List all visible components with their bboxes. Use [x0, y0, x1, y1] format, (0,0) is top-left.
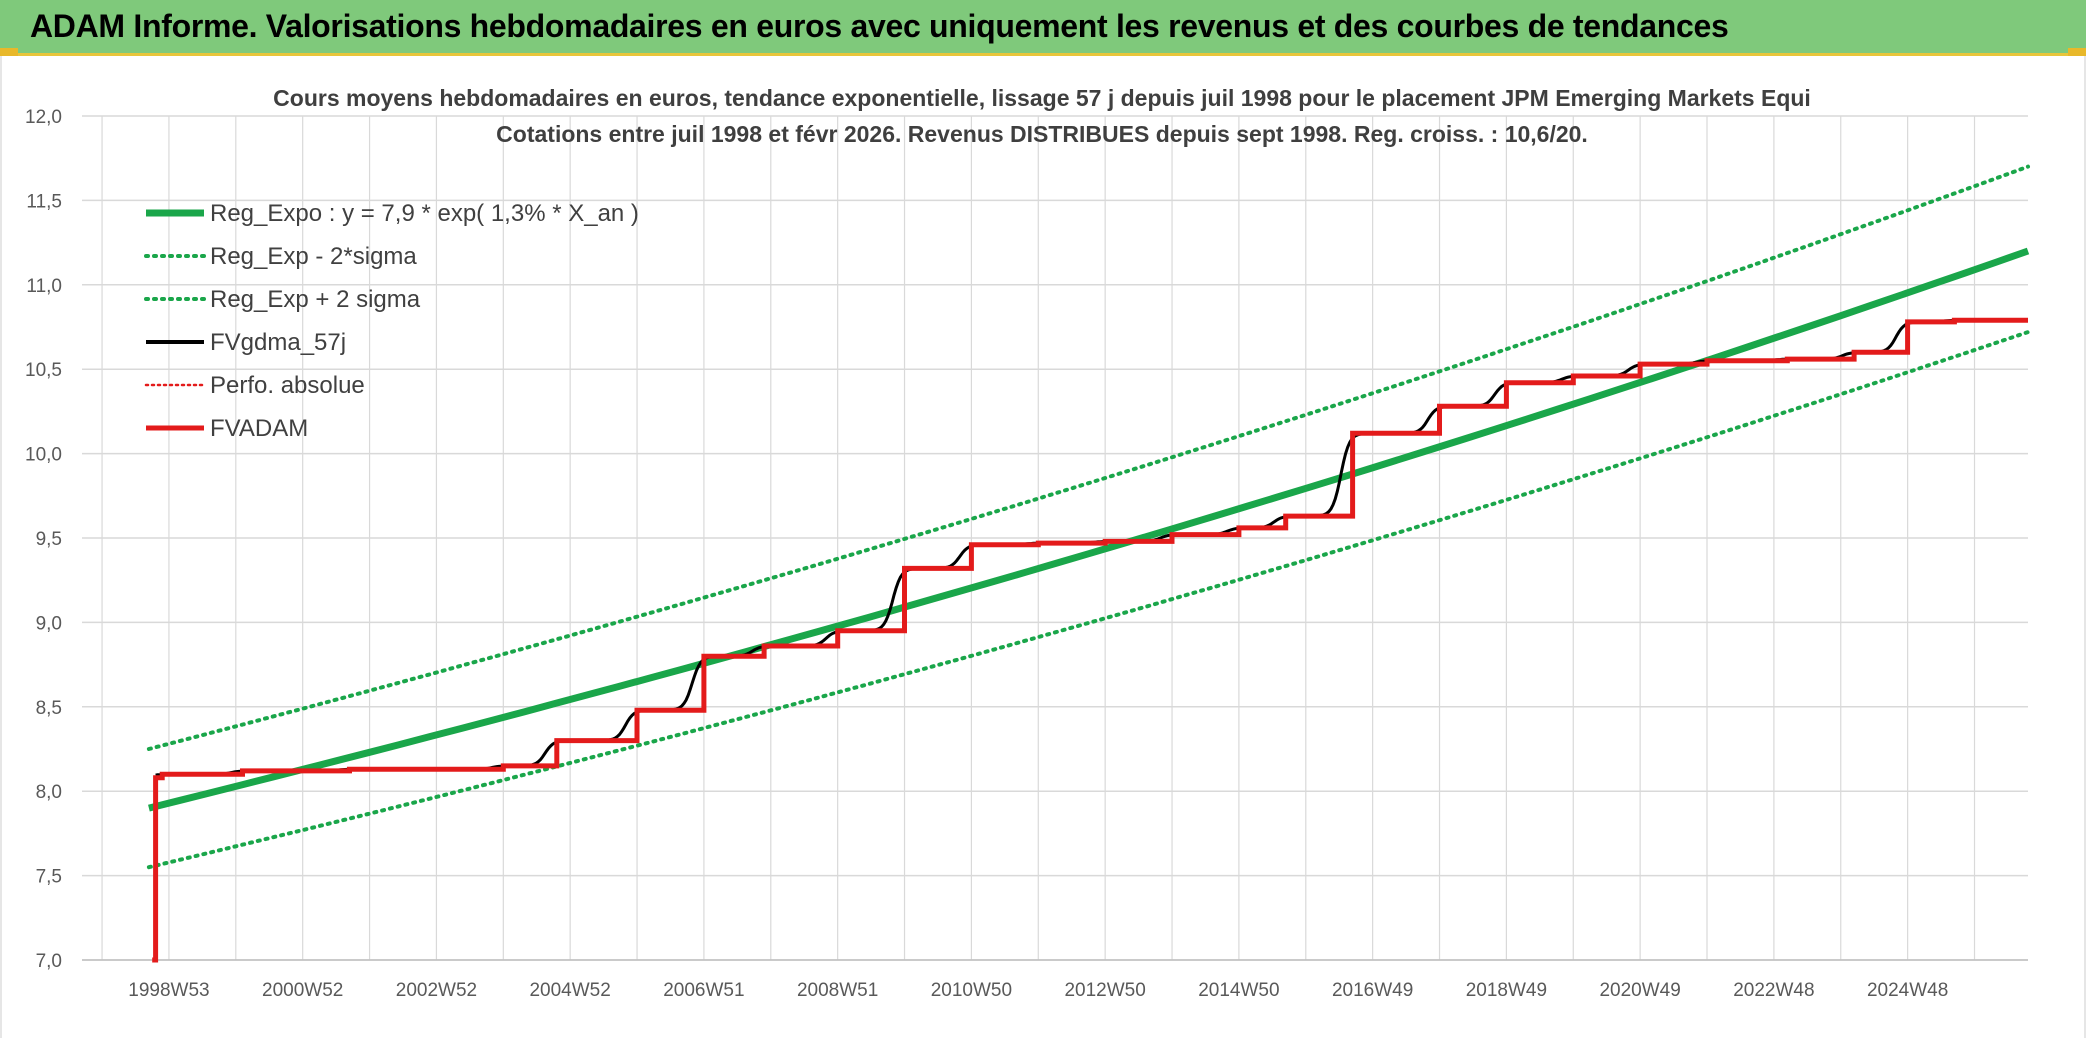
x-tick-label: 2020W49 [1599, 980, 1680, 1001]
y-tick-label: 12,0 [25, 107, 62, 128]
y-tick-label: 8,0 [36, 782, 62, 803]
y-tick-label: 7,0 [36, 951, 62, 972]
chart-grid [82, 115, 2028, 961]
y-tick-label: 11,5 [26, 191, 62, 212]
legend-label-fvadam: FVADAM [210, 415, 308, 442]
y-tick-label: 9,0 [36, 613, 62, 634]
legend-label-fvgdma: FVgdma_57j [210, 329, 346, 356]
reg-expo-line [148, 247, 2030, 812]
reg-exp-plus-2sigma-line [146, 164, 2030, 751]
chart-subtitle: Cotations entre juil 1998 et févr 2026. … [496, 121, 1588, 147]
x-tick-label: 2024W48 [1867, 980, 1948, 1001]
x-tick-label: 2008W51 [797, 980, 878, 1001]
y-tick-label: 10,0 [25, 445, 62, 466]
legend-label-reg: Reg_Expo : y = 7,9 * exp( 1,3% * X_an ) [210, 200, 639, 227]
chart-series [146, 164, 2030, 963]
chart-legend: Reg_Expo : y = 7,9 * exp( 1,3% * X_an ) R… [144, 200, 639, 442]
x-tick-label: 2004W52 [529, 980, 610, 1001]
chart-title: Cours moyens hebdomadaires en euros, ten… [273, 85, 1811, 111]
accent-corner-left [0, 48, 18, 56]
x-tick-label: 2018W49 [1466, 980, 1547, 1001]
y-tick-label: 9,5 [36, 529, 62, 550]
accent-corner-right [2068, 48, 2086, 56]
y-tick-label: 8,5 [36, 698, 62, 719]
x-tick-label: 2016W49 [1332, 980, 1413, 1001]
y-tick-label: 11,0 [26, 276, 62, 297]
report-title: ADAM Informe. Valorisations hebdomadaire… [30, 8, 1729, 44]
x-tick-label: 2010W50 [931, 980, 1012, 1001]
x-tick-label: 1998W53 [128, 980, 209, 1001]
chart-area: 7,0 7,5 8,0 8,5 9,0 9,5 10,0 10,5 11,0 11,5 12,0 19… [0, 56, 2086, 1038]
legend-label-reg_plus: Reg_Exp + 2 sigma [210, 286, 421, 313]
legend-label-reg_minus: Reg_Exp - 2*sigma [210, 243, 417, 270]
x-tick-label: 2022W48 [1733, 980, 1814, 1001]
reg-exp-minus-2sigma-line [146, 330, 2030, 870]
chart-svg: 7,0 7,5 8,0 8,5 9,0 9,5 10,0 10,5 11,0 11,5 12,0 19… [25, 85, 2030, 1001]
x-tick-label: 2014W50 [1198, 980, 1279, 1001]
legend-label-perfo: Perfo. absolue [210, 372, 365, 399]
x-tick-label: 2002W52 [396, 980, 477, 1001]
x-tick-label: 2006W51 [663, 980, 744, 1001]
y-tick-label: 10,5 [25, 360, 62, 381]
y-tick-label: 7,5 [36, 867, 62, 888]
report-header: ADAM Informe. Valorisations hebdomadaire… [0, 0, 2086, 56]
x-tick-label: 2000W52 [262, 980, 343, 1001]
fvadam-line [152, 317, 2028, 963]
chart-axes: 7,0 7,5 8,0 8,5 9,0 9,5 10,0 10,5 11,0 11,5 12,0 19… [25, 107, 2028, 1001]
x-tick-label: 2012W50 [1064, 980, 1145, 1001]
